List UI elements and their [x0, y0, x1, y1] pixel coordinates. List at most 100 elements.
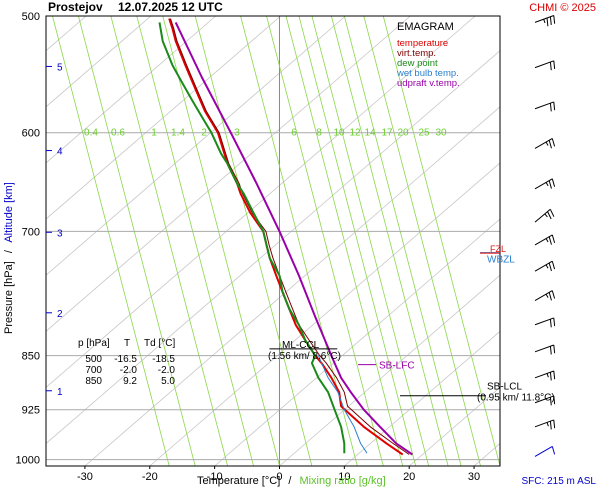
legend-entry: wet bulb temp.	[396, 68, 459, 79]
wind-barb	[534, 208, 555, 223]
y-axis-label: Pressure [hPa] / Altitude [km]	[3, 182, 15, 334]
mixing-ratio-label: 0.6	[111, 128, 125, 139]
wind-barb	[534, 317, 556, 328]
mixing-ratio-line	[110, 16, 228, 466]
mixing-ratio-line	[285, 16, 404, 466]
mixing-ratio-label: 14	[364, 128, 376, 139]
mixing-ratio-label: 8	[316, 128, 322, 139]
series-dew-point	[158, 22, 346, 454]
mixing-ratio-label: 3	[234, 128, 240, 139]
wind-barb	[534, 234, 556, 246]
legend-entry: virt.temp.	[397, 48, 436, 59]
wind-barb-flag	[549, 16, 552, 26]
x-axis-label: Temperature [°C] / Mixing ratio [g/kg]	[197, 475, 386, 487]
x-axis-label-separator: /	[288, 475, 292, 487]
legend-entry: temperature	[397, 38, 448, 49]
mixing-ratio-line	[52, 16, 170, 466]
pressure-tick-label: 1000	[16, 455, 40, 467]
wind-barb-flag	[549, 103, 552, 112]
mixing-ratio-label: 1	[151, 128, 157, 139]
table-cell: -18.5	[152, 354, 175, 365]
wind-barb-shaft	[534, 395, 554, 404]
table-cell: -16.5	[114, 354, 137, 365]
y-axis-label-pressure: Pressure [hPa]	[3, 261, 15, 334]
series-udpraft-v-temp	[174, 21, 413, 456]
wind-barb-flag	[551, 234, 556, 243]
wind-barb-flag	[553, 344, 556, 354]
sb-lcl-label: SB-LCL	[487, 382, 522, 393]
mixing-ratio-line	[311, 16, 430, 466]
wind-barb-flag	[549, 209, 555, 217]
x-tick-label: 10	[338, 471, 350, 483]
skew-isotherm-line	[149, 162, 500, 466]
wind-barb	[534, 60, 556, 71]
skew-isotherm-line	[46, 16, 152, 108]
wind-barb-flag	[553, 370, 556, 380]
altitude-tick-label: 2	[57, 309, 63, 320]
skew-isotherm-line	[46, 16, 281, 220]
skew-isotherm-line	[46, 16, 411, 332]
wind-barb-half-flag	[545, 238, 549, 243]
skew-isotherm-line	[46, 16, 476, 388]
pressure-tick-label: 925	[22, 405, 40, 417]
x-tick-label: -10	[207, 471, 223, 483]
wind-barb	[534, 395, 556, 406]
wind-barb	[534, 344, 556, 355]
mixing-ratio-line	[266, 16, 384, 466]
wind-barb-half-flag	[543, 19, 546, 24]
series-wet-bulb-temp	[317, 355, 368, 454]
wind-barb	[534, 138, 556, 149]
wind-barb-flag	[551, 446, 556, 455]
mixing-ratio-line	[298, 16, 417, 466]
table-cell: 700	[85, 365, 102, 376]
table-cell: 9.2	[123, 376, 137, 387]
wind-barb-flag	[551, 261, 556, 270]
mixing-ratio-label: 30	[435, 128, 447, 139]
mixing-ratio-line	[363, 16, 481, 466]
wind-barb-half-flag	[545, 264, 549, 269]
wind-barb-shaft	[534, 101, 554, 110]
wind-barb-flag	[549, 372, 552, 381]
mixing-ratio-label: 25	[418, 128, 430, 139]
wind-barb-flag	[548, 180, 552, 189]
wind-barb-flag	[549, 61, 552, 71]
wind-barb-shaft	[534, 290, 553, 302]
skew-isotherm-line	[344, 330, 500, 466]
sounding-datetime: 12.07.2025 12 UTC	[118, 0, 223, 14]
wind-barb-flag	[553, 395, 556, 405]
x-tick-label: -30	[77, 471, 93, 483]
wind-barb-flag	[546, 17, 549, 27]
wind-barb-flag	[553, 419, 556, 429]
mixing-ratio-label: 1.4	[171, 128, 185, 139]
wind-barb-shaft	[534, 260, 553, 272]
mixing-ratio-line	[382, 16, 500, 466]
mixing-ratio-line	[162, 16, 280, 466]
mixing-ratio-line	[194, 16, 313, 466]
table-cell: 500	[85, 354, 102, 365]
skew-isotherm-line	[46, 16, 217, 164]
chart-title: EMAGRAM	[397, 21, 454, 33]
y-axis-label-altitude: Altitude [km]	[3, 182, 15, 243]
wind-barb	[534, 15, 556, 27]
wind-barb-flag	[549, 319, 552, 328]
surface-elevation: SFC: 215 m ASL	[522, 476, 597, 487]
wind-barb	[534, 290, 556, 302]
wind-barb-half-flag	[545, 141, 549, 146]
legend-entry: dew point	[397, 58, 438, 69]
wind-barb	[534, 178, 556, 190]
credit: CHMI © 2025	[529, 2, 596, 14]
skew-isotherm-line	[279, 274, 500, 466]
x-tick-label: -20	[142, 471, 158, 483]
skew-isotherm-line	[408, 386, 500, 466]
wind-barb	[534, 370, 556, 381]
table-header: T	[124, 338, 130, 349]
mixing-ratio-label: 0.4	[84, 128, 98, 139]
wind-barb-flag	[547, 211, 552, 220]
legend-entry: udpraft v.temp.	[397, 78, 460, 89]
altitude-tick-label: 5	[57, 62, 63, 73]
wind-barb-flag	[553, 101, 556, 111]
wind-barb-half-flag	[545, 182, 549, 187]
wind-barb-flag	[553, 60, 556, 70]
x-axis-label-temperature: Temperature [°C]	[197, 475, 280, 487]
